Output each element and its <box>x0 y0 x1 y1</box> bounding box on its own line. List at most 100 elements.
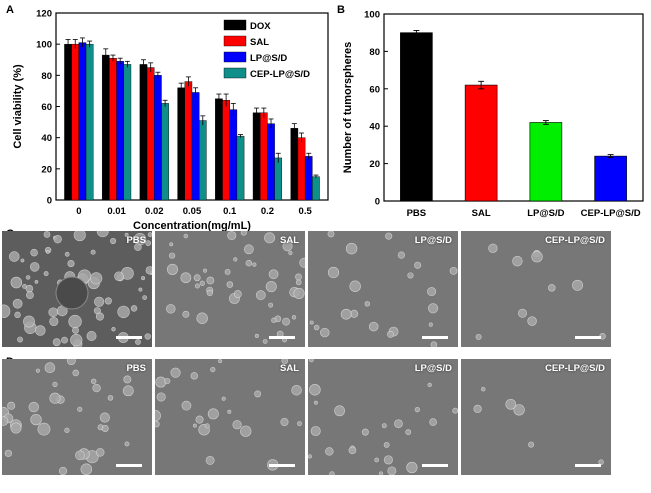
bar-dox <box>215 98 223 201</box>
tumorsphere-blob <box>387 330 394 338</box>
tumorsphere-blob <box>107 395 114 401</box>
tumorsphere-blob <box>313 324 320 331</box>
tumorsphere-blob <box>114 271 124 281</box>
micrograph-background <box>308 231 458 347</box>
tumorsphere-blob <box>243 244 254 255</box>
tumorsphere-blob <box>35 368 41 373</box>
tumorsphere-blob <box>407 272 414 279</box>
scale-bar <box>269 464 295 467</box>
tumorsphere-blob <box>414 406 420 413</box>
tumorsphere-blob <box>394 419 403 429</box>
tumorsphere-blob <box>190 372 198 380</box>
micrograph-sal: SAL <box>155 359 305 475</box>
tumorsphere-blob <box>364 301 371 307</box>
tumorsphere-blob <box>10 422 22 434</box>
legend-label: CEP-LP@S/D <box>250 69 310 80</box>
tumorsphere-blob <box>94 296 105 307</box>
tumorsphere-blob <box>271 317 277 323</box>
bar-cep-lp-s-d <box>312 176 320 201</box>
tumorsphere-blob <box>299 257 305 268</box>
tumorsphere-blob <box>427 382 432 388</box>
large-tumorsphere <box>55 276 89 310</box>
tumorsphere-blob <box>96 231 109 238</box>
bar-sal <box>71 43 80 201</box>
tumorsphere-blob <box>169 242 174 247</box>
tumorsphere-blob <box>281 359 288 365</box>
tumorsphere-blob <box>345 242 358 255</box>
tumorsphere-blob <box>192 423 197 428</box>
tumorsphere-blob <box>240 231 247 236</box>
tumorsphere-blob <box>141 276 146 281</box>
tumorsphere-blob <box>144 333 151 340</box>
tumorsphere-blob <box>210 366 216 373</box>
tumorsphere-blob <box>66 359 76 366</box>
tumorsphere-blob <box>383 455 393 465</box>
tumorsphere-blob <box>77 406 83 412</box>
tumorsphere-blob <box>29 262 40 272</box>
tumorsphere-blob <box>43 271 49 277</box>
tumorsphere-blob <box>7 401 16 410</box>
tumorsphere-blob <box>90 272 103 285</box>
tumorsphere-blob <box>155 420 160 428</box>
y-tick-label: 80 <box>369 47 380 58</box>
tumorsphere-blob <box>309 320 314 325</box>
legend-swatch <box>223 35 247 47</box>
tumorsphere-blob <box>104 297 112 305</box>
tumorsphere-blob <box>308 359 314 363</box>
tumorsphere-count-chart: 0 20 40 60 80 100 Number of tumorspheres PBS SAL… <box>342 10 644 219</box>
bar-lp-s-d <box>529 122 563 202</box>
cell-viability-chart: 0 20 40 60 80 100 120 Cell viability (%) 0 0.01 0.… <box>12 9 329 232</box>
tumorsphere-blob <box>193 274 201 282</box>
tumorsphere-blob <box>196 312 208 324</box>
tumorsphere-blob <box>43 231 51 238</box>
bar-sal <box>297 137 306 201</box>
legend-label: SAL <box>250 37 269 48</box>
tumorsphere-blob <box>145 240 152 246</box>
bar-pbs <box>400 32 433 202</box>
scale-bar <box>269 336 295 339</box>
y-tick-label: 40 <box>369 122 380 133</box>
y-tick-label: 20 <box>41 164 52 175</box>
tumorsphere-blob <box>72 326 79 334</box>
tumorsphere-blob <box>138 287 143 292</box>
tumorsphere-blob <box>124 441 130 447</box>
bar-sal <box>184 81 193 201</box>
micrograph-sal: SAL <box>155 231 305 347</box>
micrograph-background <box>461 231 611 347</box>
tumorsphere-blob <box>334 405 345 417</box>
tumorsphere-blob <box>180 272 192 284</box>
tumorsphere-blob <box>350 309 359 318</box>
micrograph-image <box>308 359 458 475</box>
tumorsphere-blob <box>95 312 104 321</box>
legend-label: DOX <box>250 21 271 32</box>
y-tick-label: 60 <box>369 84 380 95</box>
tumorsphere-blob <box>37 422 51 436</box>
x-tick-label: 0.01 <box>107 206 126 217</box>
micrograph-image <box>155 359 305 475</box>
tumorsphere-blob <box>90 249 96 255</box>
y-tick-label: 100 <box>36 40 52 51</box>
x-tick-label: LP@S/D <box>527 208 564 219</box>
tumorsphere-blob <box>9 251 20 262</box>
tumorsphere-blob <box>28 401 39 413</box>
tumorsphere-blob <box>195 415 204 424</box>
tumorsphere-blob <box>111 326 116 332</box>
tumorsphere-blob <box>194 283 200 289</box>
x-tick-label: SAL <box>472 208 491 219</box>
tumorsphere-blob <box>406 461 418 474</box>
tumorsphere-blob <box>123 375 132 384</box>
micrograph-label: SAL <box>280 235 299 246</box>
micrograph-label: CEP-LP@S/D <box>545 235 605 246</box>
scale-bar <box>116 464 142 467</box>
bar-cep-lp-s-d <box>594 155 627 202</box>
micrograph-pbs: PBS <box>2 231 152 347</box>
tumorsphere-blob <box>309 383 321 396</box>
tumorsphere-blob <box>203 268 208 273</box>
tumorsphere-blob <box>99 412 110 423</box>
panel-letter-b: B <box>337 4 345 16</box>
y-tick-label: 20 <box>369 159 380 170</box>
tumorsphere-blob <box>183 233 189 239</box>
tumorsphere-blob <box>368 321 379 332</box>
tumorsphere-blob <box>80 463 93 475</box>
bar-lp-s-d <box>229 109 238 201</box>
